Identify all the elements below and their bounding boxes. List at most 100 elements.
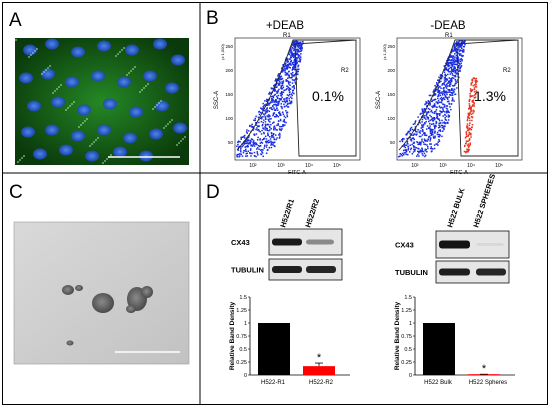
y-tick-label: 1.5 xyxy=(239,295,247,301)
event-dot xyxy=(439,98,442,100)
event-dot xyxy=(462,55,464,57)
y-axis-label: SSC-A xyxy=(376,91,382,109)
y-tick-label: 1 xyxy=(244,321,247,327)
event-dot xyxy=(264,123,267,126)
event-dot xyxy=(439,126,441,128)
nucleus xyxy=(171,54,185,66)
event-dot xyxy=(434,132,436,134)
event-dot xyxy=(416,131,418,133)
event-dot xyxy=(430,132,433,134)
event-dot xyxy=(244,142,247,145)
event-dot xyxy=(448,100,450,102)
event-dot xyxy=(427,138,429,141)
event-dot xyxy=(433,125,436,128)
event-dot xyxy=(278,84,281,86)
event-dot xyxy=(450,51,453,54)
event-dot xyxy=(434,84,436,87)
r2-event-dot xyxy=(474,96,477,98)
event-dot xyxy=(449,94,451,96)
r2-event-dot xyxy=(469,95,471,97)
event-dot xyxy=(292,71,294,74)
event-dot xyxy=(279,134,281,136)
event-dot xyxy=(278,132,281,135)
event-dot xyxy=(422,130,424,133)
event-dot xyxy=(459,67,461,69)
event-dot xyxy=(297,54,300,56)
event-dot xyxy=(290,100,293,103)
blot-band xyxy=(476,268,506,276)
event-dot xyxy=(449,89,451,92)
event-dot xyxy=(275,128,277,131)
event-dot xyxy=(280,85,283,87)
event-dot xyxy=(239,141,241,143)
r2-event-dot xyxy=(470,107,472,109)
event-dot xyxy=(417,143,419,146)
event-dot xyxy=(404,144,406,147)
event-dot xyxy=(445,69,448,71)
event-dot xyxy=(246,152,248,155)
event-dot xyxy=(443,89,445,92)
event-dot xyxy=(293,58,296,60)
event-dot xyxy=(299,45,301,48)
event-dot xyxy=(276,92,278,94)
event-dot xyxy=(458,50,461,53)
x-axis-label: FITC-A xyxy=(450,170,468,176)
event-dot xyxy=(278,111,281,113)
event-dot xyxy=(285,72,288,74)
event-dot xyxy=(449,66,452,69)
r2-event-dot xyxy=(467,116,470,119)
category-label: H522 Bulk xyxy=(424,380,453,386)
event-dot xyxy=(291,46,294,49)
event-dot xyxy=(444,122,447,125)
event-dot xyxy=(272,87,275,90)
event-dot xyxy=(440,106,443,109)
event-dot xyxy=(263,145,266,147)
y-tick-label: 200 xyxy=(387,68,395,73)
event-dot xyxy=(283,89,285,92)
r2-event-dot xyxy=(464,145,466,147)
event-dot xyxy=(288,91,291,93)
significance-asterisk: * xyxy=(317,352,322,364)
event-dot xyxy=(297,70,299,73)
event-dot xyxy=(434,126,436,129)
event-dot xyxy=(237,141,239,143)
event-dot xyxy=(283,118,285,121)
event-dot xyxy=(285,65,288,68)
event-dot xyxy=(295,41,298,44)
event-dot xyxy=(455,63,458,66)
event-dot xyxy=(300,46,303,48)
event-dot xyxy=(461,58,463,61)
event-dot xyxy=(242,144,244,147)
event-dot xyxy=(289,49,291,52)
panel-c-label: C xyxy=(9,182,23,203)
event-dot xyxy=(287,95,290,97)
event-dot xyxy=(253,119,255,121)
event-dot xyxy=(440,77,443,79)
event-dot xyxy=(453,68,455,71)
event-dot xyxy=(291,44,293,46)
event-dot xyxy=(256,143,258,146)
y-tick-label: 0.75 xyxy=(236,334,247,340)
event-dot xyxy=(423,138,426,140)
event-dot xyxy=(277,124,280,126)
blot-strip xyxy=(435,260,510,284)
event-dot xyxy=(260,117,262,119)
event-dot xyxy=(275,78,278,81)
event-dot xyxy=(412,134,415,136)
event-dot xyxy=(293,87,296,90)
event-dot xyxy=(286,103,289,106)
event-dot xyxy=(286,85,288,87)
event-dot xyxy=(275,100,277,102)
event-dot xyxy=(437,85,439,88)
event-dot xyxy=(283,66,286,68)
event-dot xyxy=(425,140,427,142)
speckle xyxy=(19,159,21,161)
event-dot xyxy=(281,96,283,99)
event-dot xyxy=(280,103,282,105)
event-dot xyxy=(433,92,436,95)
event-dot xyxy=(285,80,288,82)
event-dot xyxy=(453,63,456,66)
event-dot xyxy=(458,46,460,48)
event-dot xyxy=(241,146,243,148)
event-dot xyxy=(276,96,279,99)
